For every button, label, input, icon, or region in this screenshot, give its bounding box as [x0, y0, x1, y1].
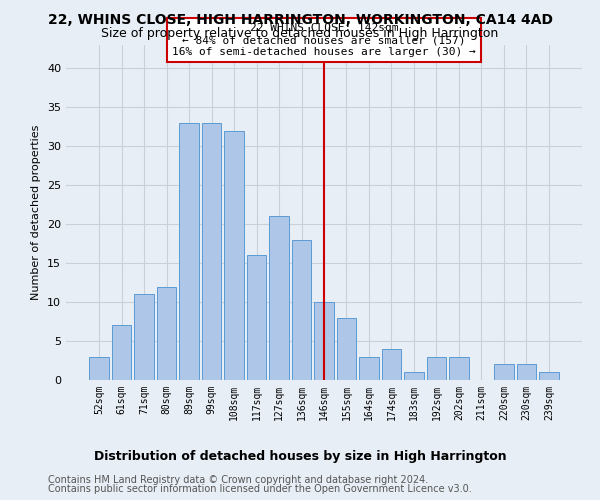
- Bar: [404, 372, 424, 380]
- Bar: [539, 372, 559, 380]
- Bar: [314, 302, 334, 380]
- Text: Contains HM Land Registry data © Crown copyright and database right 2024.: Contains HM Land Registry data © Crown c…: [48, 475, 428, 485]
- Bar: [494, 364, 514, 380]
- Bar: [382, 349, 401, 380]
- Y-axis label: Number of detached properties: Number of detached properties: [31, 125, 41, 300]
- Text: Size of property relative to detached houses in High Harrington: Size of property relative to detached ho…: [101, 28, 499, 40]
- Bar: [179, 123, 199, 380]
- Bar: [157, 286, 176, 380]
- Bar: [224, 130, 244, 380]
- Bar: [337, 318, 356, 380]
- Text: Contains public sector information licensed under the Open Government Licence v3: Contains public sector information licen…: [48, 484, 472, 494]
- Bar: [89, 356, 109, 380]
- Bar: [449, 356, 469, 380]
- Bar: [517, 364, 536, 380]
- Bar: [292, 240, 311, 380]
- Bar: [134, 294, 154, 380]
- Bar: [427, 356, 446, 380]
- Bar: [112, 326, 131, 380]
- Bar: [202, 123, 221, 380]
- Bar: [269, 216, 289, 380]
- Text: 22, WHINS CLOSE, HIGH HARRINGTON, WORKINGTON, CA14 4AD: 22, WHINS CLOSE, HIGH HARRINGTON, WORKIN…: [47, 12, 553, 26]
- Bar: [359, 356, 379, 380]
- Text: 22 WHINS CLOSE: 142sqm
← 84% of detached houses are smaller (157)
16% of semi-de: 22 WHINS CLOSE: 142sqm ← 84% of detached…: [172, 24, 476, 56]
- Text: Distribution of detached houses by size in High Harrington: Distribution of detached houses by size …: [94, 450, 506, 463]
- Bar: [247, 256, 266, 380]
